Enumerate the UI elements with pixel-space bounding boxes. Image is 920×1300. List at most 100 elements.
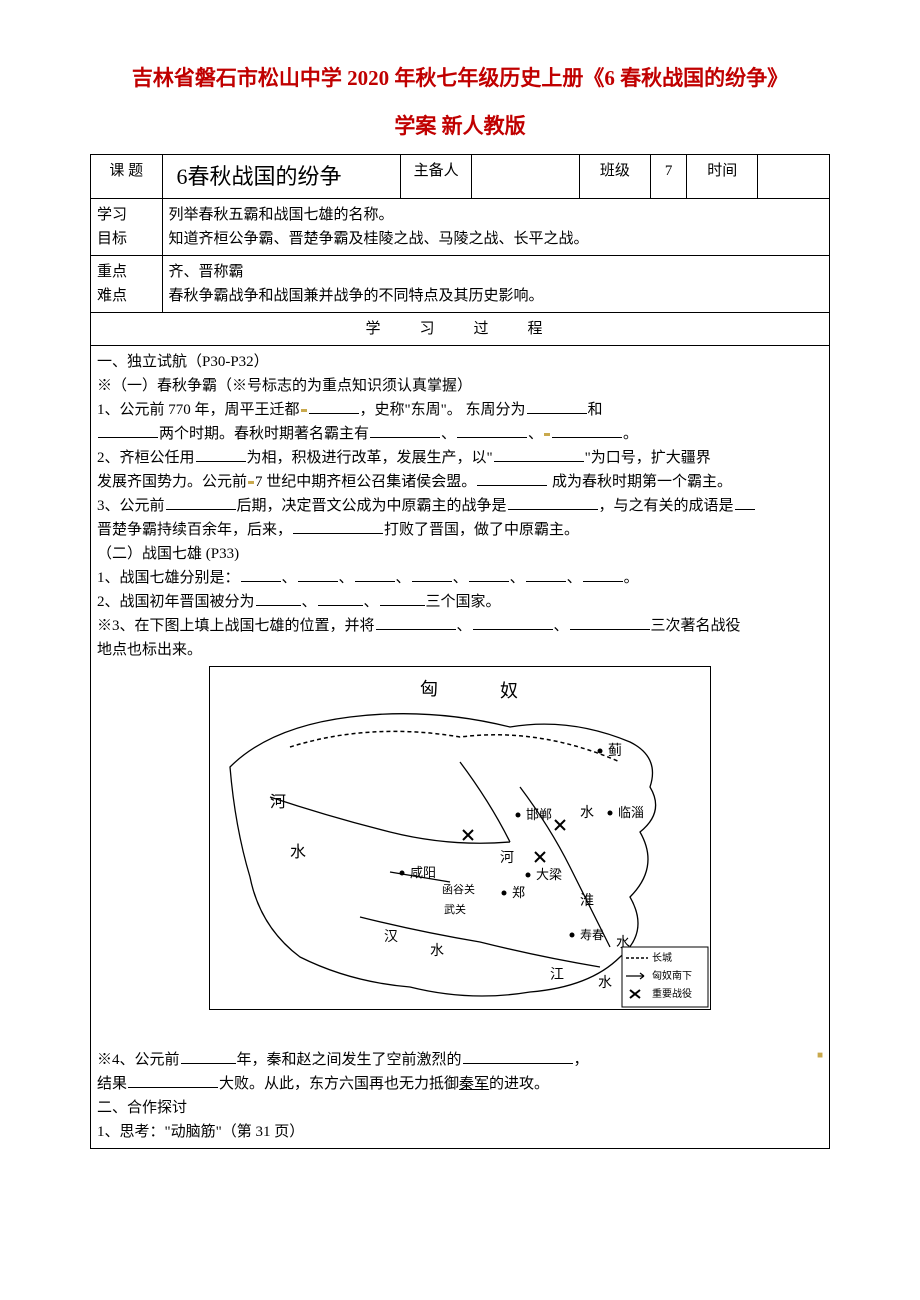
p15b: 大败。从此，东方六国再也无力抵御 [219, 1076, 459, 1092]
blank[interactable] [298, 567, 338, 582]
p2: ※（一）春秋争霸（※号标志的为重点知识须认真掌握） [97, 374, 823, 398]
p6b: 7 世纪中期齐桓公召集诸侯会盟。 [255, 474, 476, 490]
blank[interactable] [526, 567, 566, 582]
p14a: ※4、公元前 [97, 1052, 180, 1068]
xuexi-line2: 知道齐桓公争霸、晋楚争霸及桂陵之战、马陵之战、长平之战。 [169, 231, 589, 247]
svg-text:水: 水 [430, 943, 444, 959]
blank[interactable] [412, 567, 452, 582]
blank[interactable] [527, 399, 587, 414]
sep: 、 [396, 570, 411, 586]
p4: 两个时期。春秋时期著名霸主有、、。 [97, 422, 823, 446]
xuexi-row: 学习 目标 列举春秋五霸和战国七雄的名称。 知道齐桓公争霸、晋楚争霸及桂陵之战、… [91, 198, 830, 255]
p7c: ，与之有关的成语是 [599, 498, 734, 514]
worksheet-table: 课 题 6春秋战国的纷争 主备人 班级 7 时间 学习 目标 列举春秋五霸和战国… [90, 154, 830, 1149]
blank[interactable] [293, 519, 383, 534]
shijian-value [758, 154, 830, 198]
header-row: 课 题 6春秋战国的纷争 主备人 班级 7 时间 [91, 154, 830, 198]
sep: 、 [528, 426, 543, 442]
xuexi-left2: 目标 [97, 231, 127, 247]
p5: 2、齐桓公任用为相，积极进行改革，发展生产，以""为口号，扩大疆界 [97, 446, 823, 470]
zd-left2: 难点 [97, 288, 127, 304]
p11: 2、战国初年晋国被分为、、三个国家。 [97, 590, 823, 614]
blank[interactable] [98, 423, 158, 438]
blank[interactable] [128, 1073, 218, 1088]
p12a: ※3、在下图上填上战国七雄的位置，并将 [97, 618, 375, 634]
svg-text:汉: 汉 [384, 929, 398, 945]
blank[interactable] [370, 423, 440, 438]
blank[interactable] [583, 567, 623, 582]
zd-left: 重点 难点 [91, 255, 163, 312]
blank[interactable] [735, 495, 755, 510]
svg-text:长城: 长城 [652, 952, 672, 964]
p7b: 后期，决定晋文公成为中原霸主的战争是 [237, 498, 507, 514]
blank[interactable] [508, 495, 598, 510]
blank[interactable] [552, 423, 622, 438]
map-image: 匈奴蓟河水邯郸水临淄咸阳河大梁函谷关武关郑淮汉水寿春水江水长城匈奴南下重要战役 [209, 666, 711, 1010]
p6c: 成为春秋时期第一个霸主。 [548, 474, 732, 490]
blank[interactable] [463, 1049, 573, 1064]
svg-text:江: 江 [550, 967, 564, 983]
p10a: 1、战国七雄分别是： [97, 570, 240, 586]
sep: 、 [453, 570, 468, 586]
blank[interactable] [570, 615, 650, 630]
content-cell: 一、独立试航（P30-P32） ※（一）春秋争霸（※号标志的为重点知识须认真掌握… [91, 345, 830, 1148]
blank[interactable] [196, 447, 246, 462]
p10end: 。 [624, 570, 639, 586]
blank[interactable] [473, 615, 553, 630]
p9: （二）战国七雄 (P33) [97, 542, 823, 566]
p12: ※3、在下图上填上战国七雄的位置，并将、、三次著名战役 [97, 614, 823, 638]
svg-text:匈奴南下: 匈奴南下 [652, 969, 692, 982]
blank[interactable] [309, 399, 359, 414]
blank[interactable] [256, 591, 301, 606]
banji-label: 班级 [579, 154, 651, 198]
zd-line1: 齐、晋称霸 [169, 264, 244, 280]
p12b: 三次著名战役 [651, 618, 741, 634]
svg-text:匈: 匈 [420, 679, 438, 699]
sep: 、 [510, 570, 525, 586]
blank[interactable] [469, 567, 509, 582]
p11a: 2、战国初年晋国被分为 [97, 594, 255, 610]
sep: 、 [567, 570, 582, 586]
xuexi-left1: 学习 [97, 207, 127, 223]
dot-icon [301, 409, 307, 412]
blank[interactable] [318, 591, 363, 606]
p3c: 和 [588, 402, 603, 418]
p14b: 年，秦和赵之间发生了空前激烈的 [237, 1052, 462, 1068]
p3b: ，史称"东周"。 东周分为 [360, 402, 526, 418]
dot-icon [544, 433, 550, 436]
svg-text:河: 河 [270, 793, 286, 811]
blank[interactable] [241, 567, 281, 582]
blank[interactable] [166, 495, 236, 510]
p15c: 秦军 [459, 1076, 489, 1092]
dot-icon [248, 481, 254, 484]
p7a: 3、公元前 [97, 498, 165, 514]
p7: 3、公元前 后期，决定晋文公成为中原霸主的战争是 ，与之有关的成语是 [97, 494, 823, 518]
p17: 1、思考："动脑筋"（第 31 页） [97, 1120, 823, 1144]
p8b: 打败了晋国，做了中原霸主。 [384, 522, 579, 538]
svg-text:武关: 武关 [444, 902, 466, 916]
blank[interactable] [355, 567, 395, 582]
blank[interactable] [477, 471, 547, 486]
p8a: 晋楚争霸持续百余年，后来， [97, 522, 292, 538]
p3: 1、公元前 770 年，周平王迁都 ，史称"东周"。 东周分为 和 [97, 398, 823, 422]
p8: 晋楚争霸持续百余年，后来， 打败了晋国，做了中原霸主。 [97, 518, 823, 542]
shijian-label: 时间 [686, 154, 758, 198]
svg-text:大梁: 大梁 [536, 867, 562, 882]
p4a: 两个时期。春秋时期著名霸主有 [159, 426, 369, 442]
p15a: 结果 [97, 1076, 127, 1092]
p14: ※4、公元前年，秦和赵之间发生了空前激烈的， ■ [97, 1048, 823, 1072]
sep: 、 [339, 570, 354, 586]
blank[interactable] [380, 591, 425, 606]
svg-text:水: 水 [598, 975, 612, 991]
process-header: 学 习 过 程 [91, 312, 830, 345]
zhuberen-value [472, 154, 579, 198]
p3a: 1、公元前 770 年，周平王迁都 [97, 402, 300, 418]
svg-text:水: 水 [290, 843, 306, 861]
blank[interactable] [181, 1049, 236, 1064]
blank[interactable] [494, 447, 584, 462]
sep: 、 [302, 594, 317, 610]
blank[interactable] [376, 615, 456, 630]
svg-text:寿春: 寿春 [580, 928, 604, 942]
process-header-row: 学 习 过 程 [91, 312, 830, 345]
blank[interactable] [457, 423, 527, 438]
